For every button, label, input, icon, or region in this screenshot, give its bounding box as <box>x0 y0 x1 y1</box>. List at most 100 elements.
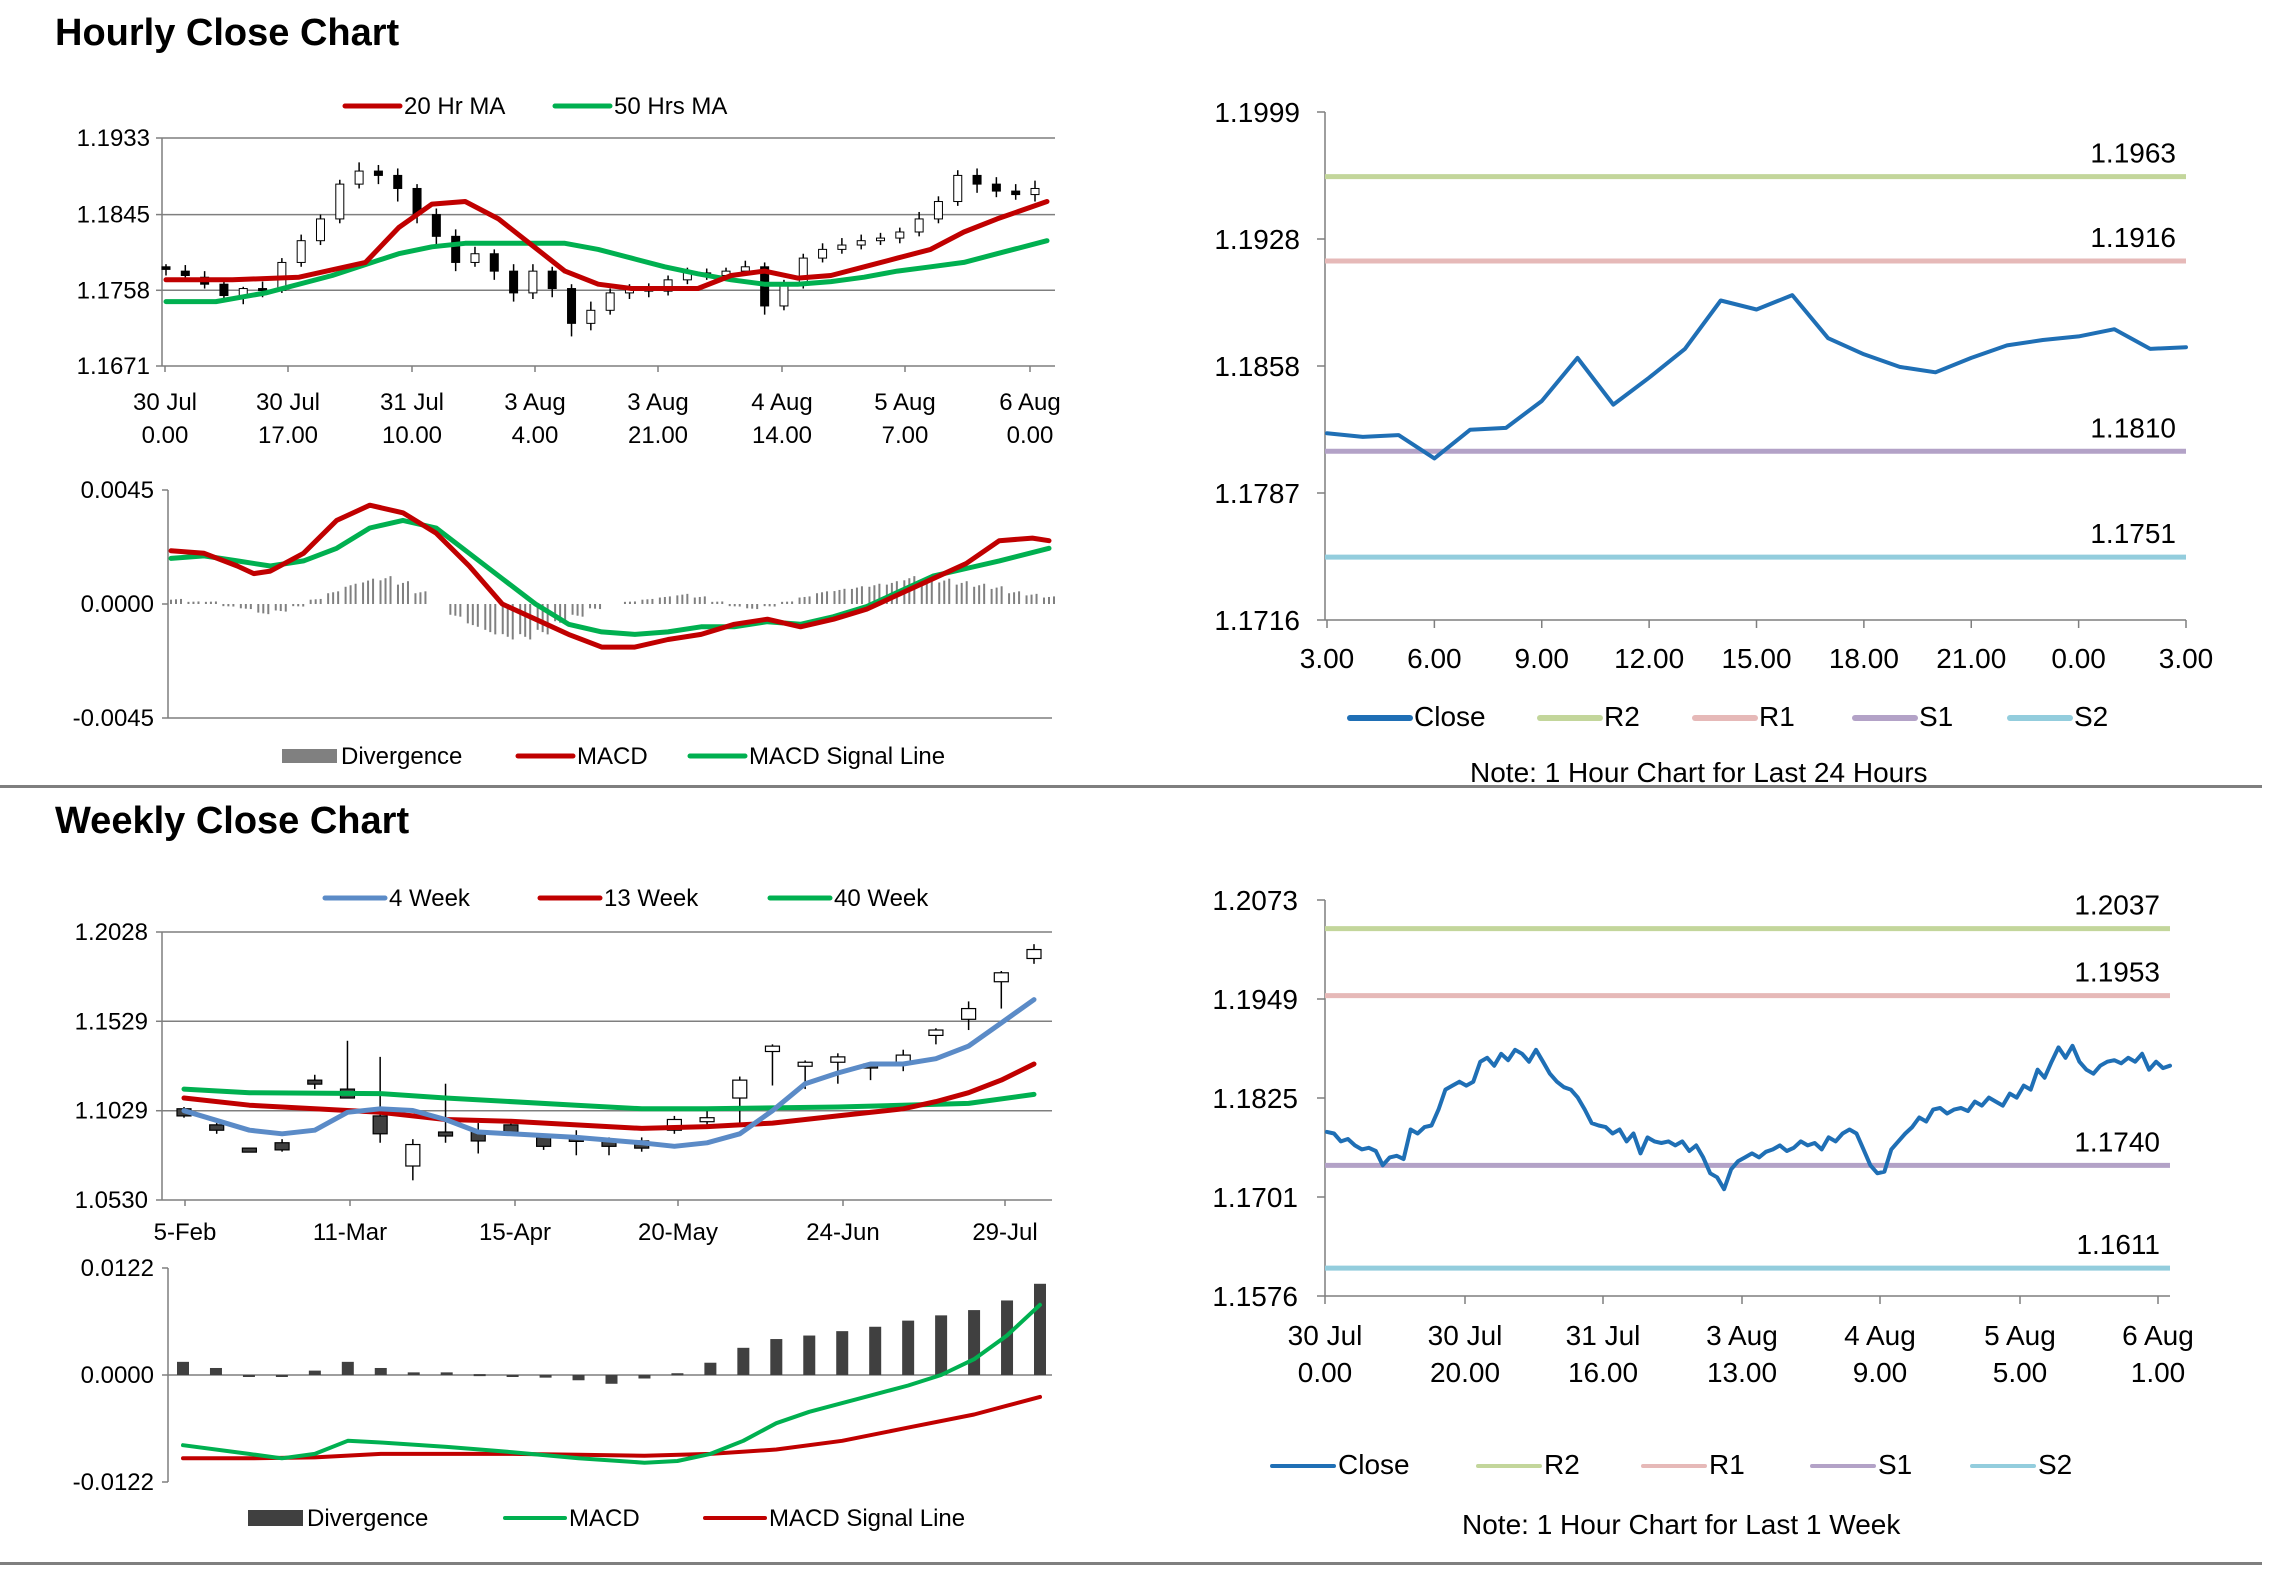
wp-candle-body-2 <box>241 1147 257 1153</box>
w1-ytick-label-4: 1.1576 <box>1212 1281 1298 1312</box>
hp-candle-body-37 <box>876 237 886 242</box>
wm-divergence-bar-10 <box>506 1375 519 1377</box>
w1-xtick-date-4: 4 Aug <box>1844 1320 1916 1351</box>
wp-candle-body-8 <box>437 1131 454 1137</box>
hp-candle-body-26 <box>663 279 673 292</box>
hp-candle-body-3 <box>219 283 229 297</box>
hp-candle-body-1 <box>180 270 190 276</box>
hp-ytick-label-2: 1.1758 <box>77 277 150 304</box>
wm-divergence-bar-0 <box>177 1361 189 1375</box>
wm-divergence-bar-4 <box>308 1370 321 1375</box>
wm-ytick-label-1: 0.0000 <box>81 1362 154 1389</box>
w1-legend-s2-label: S2 <box>2038 1449 2072 1480</box>
wp-candle-body-16 <box>699 1117 715 1123</box>
wm-legend-divergence-swatch <box>248 1510 303 1526</box>
hp-candle-body-35 <box>837 244 847 250</box>
section-divider <box>0 785 2262 788</box>
hp-legend-ma20-label: 20 Hr MA <box>404 93 505 120</box>
hp-xtick-time-1: 17.00 <box>258 422 318 449</box>
w1-legend-r2-label: R2 <box>1544 1449 1580 1480</box>
w1-note: Note: 1 Hour Chart for Last 1 Week <box>1462 1509 1901 1540</box>
hm-ytick-label-0: 0.0045 <box>81 477 154 504</box>
w1-xtick-date-5: 5 Aug <box>1984 1320 2056 1351</box>
wm-signal-line <box>181 1394 1042 1461</box>
wp-candle-body-24 <box>961 1007 977 1020</box>
h24-close-line <box>1325 293 2188 461</box>
wm-macd-line <box>181 1302 1042 1465</box>
wp-xtick-label-5: 29-Jul <box>972 1219 1037 1246</box>
hp-candle-body-22 <box>586 309 596 324</box>
hm-legend-divergence-label: Divergence <box>341 743 462 770</box>
hp-xtick-date-6: 5 Aug <box>874 389 935 416</box>
wp-xtick-label-2: 15-Apr <box>479 1219 551 1246</box>
wm-divergence-bar-22 <box>902 1320 915 1375</box>
hm-macd-line <box>168 502 1052 650</box>
hp-candle-body-36 <box>856 240 866 246</box>
wp-ytick-label-1: 1.1529 <box>75 1008 148 1035</box>
h24-xtick-label-8: 3.00 <box>2159 643 2214 674</box>
hp-candle-body-38 <box>895 231 905 239</box>
h24-ytick-label-0: 1.1999 <box>1214 97 1300 128</box>
wm-divergence-bar-7 <box>407 1372 420 1375</box>
hp-candle-body-43 <box>991 183 1001 192</box>
w1-close-line <box>1325 1043 2172 1192</box>
wm-legend-divergence-label: Divergence <box>307 1505 428 1532</box>
hp-candle-body-14 <box>431 214 441 237</box>
wm-divergence-bar-9 <box>473 1374 486 1377</box>
wp-candle-body-4 <box>307 1079 323 1085</box>
h24-ytick-label-2: 1.1858 <box>1214 351 1300 382</box>
wm-divergence-bar-21 <box>869 1326 882 1375</box>
wp-candle-body-18 <box>764 1045 781 1053</box>
hp-ytick-label-1: 1.1845 <box>77 202 150 229</box>
hp-xtick-date-5: 4 Aug <box>751 389 812 416</box>
w1-xtick-time-3: 13.00 <box>1707 1357 1777 1388</box>
w1-level-label-R1: 1.1953 <box>2074 957 2160 988</box>
hp-candle-body-16 <box>470 253 480 263</box>
w1-xtick-date-0: 30 Jul <box>1288 1320 1363 1351</box>
w1-xtick-time-2: 16.00 <box>1568 1357 1638 1388</box>
wp-4wk-line <box>181 997 1037 1149</box>
w1-level-label-R2: 1.2037 <box>2074 890 2160 921</box>
wp-candle-body-10 <box>503 1124 519 1133</box>
hp-xtick-time-4: 21.00 <box>628 422 688 449</box>
w1-level-label-S1: 1.1740 <box>2074 1126 2160 1157</box>
wp-candle-body-7 <box>405 1143 421 1167</box>
wm-divergence-bar-5 <box>341 1361 354 1375</box>
w1-xtick-date-3: 3 Aug <box>1706 1320 1778 1351</box>
h24-level-label-R2: 1.1963 <box>2090 138 2176 169</box>
hp-xtick-date-0: 30 Jul <box>133 389 197 416</box>
hp-candle-body-19 <box>528 270 538 294</box>
wm-legend-macd-label: MACD <box>569 1505 640 1532</box>
hp-candle-body-21 <box>567 288 577 324</box>
wm-ytick-label-2: -0.0122 <box>73 1469 154 1496</box>
wm-ytick-label-0: 0.0122 <box>81 1255 154 1282</box>
wm-divergence-bar-16 <box>704 1362 717 1375</box>
hp-candle-body-23 <box>605 292 615 311</box>
hm-legend-signal-label: MACD Signal Line <box>749 743 945 770</box>
wp-ytick-label-3: 1.0530 <box>75 1187 148 1214</box>
wm-divergence-bar-8 <box>440 1372 453 1375</box>
wp-candle-body-26 <box>1026 948 1042 960</box>
hp-candle-body-42 <box>972 174 982 185</box>
wm-divergence-bar-2 <box>242 1375 255 1377</box>
w1-legend-s1-label: S1 <box>1878 1449 1912 1480</box>
hp-ma50-line <box>163 238 1050 305</box>
hp-xtick-time-5: 14.00 <box>752 422 812 449</box>
h24-legend-r2-label: R2 <box>1604 701 1640 732</box>
wp-candle-body-19 <box>797 1061 813 1067</box>
hp-candle-body-32 <box>779 283 789 307</box>
hp-candle-body-18 <box>509 270 519 294</box>
hp-ytick-label-3: 1.1671 <box>77 353 150 380</box>
wp-xtick-label-0: 5-Feb <box>154 1219 217 1246</box>
hp-candle-body-0 <box>161 266 171 270</box>
hp-candle-body-12 <box>393 174 403 189</box>
hp-xtick-time-0: 0.00 <box>142 422 189 449</box>
wm-divergence-bar-20 <box>836 1331 849 1375</box>
wm-divergence-bar-12 <box>572 1375 585 1381</box>
wp-candle-body-1 <box>209 1124 225 1131</box>
hp-xtick-time-3: 4.00 <box>512 422 559 449</box>
hm-signal-line <box>168 517 1052 637</box>
hp-candle-body-7 <box>296 240 306 263</box>
wm-legend-signal-label: MACD Signal Line <box>769 1505 965 1532</box>
